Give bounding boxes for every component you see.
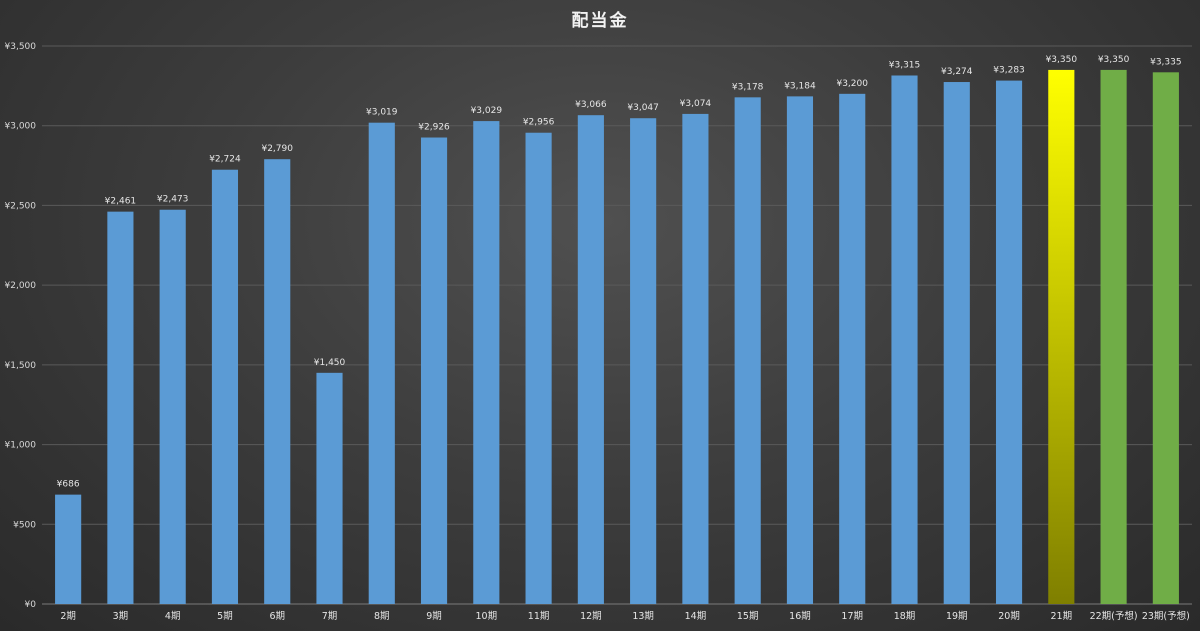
x-tick-label: 23期(予想) [1142,610,1190,622]
x-tick-label: 9期 [426,611,442,622]
y-tick-label: ¥1,500 [5,361,37,371]
bar [891,75,918,605]
bar [682,113,709,605]
bar [839,93,866,604]
bar [1048,69,1075,604]
data-label: ¥3,200 [836,79,868,89]
data-label: ¥2,790 [261,144,293,154]
data-label: ¥3,335 [1150,57,1182,67]
data-label: ¥3,283 [993,66,1025,76]
x-tick-label: 10期 [476,611,498,622]
bar [368,122,395,604]
bar [1100,69,1127,604]
data-label: ¥2,926 [418,123,450,133]
data-label: ¥1,450 [314,358,346,368]
bar [55,494,82,604]
y-tick-label: ¥3,500 [5,42,37,52]
chart-title: 配当金 [571,11,629,31]
bar [995,80,1023,604]
x-tick-label: 6期 [269,611,285,622]
x-tick-label: 18期 [894,611,916,622]
bar [577,115,604,604]
bar [211,169,239,605]
data-label: ¥2,473 [157,195,189,205]
y-tick-label: ¥2,000 [5,281,37,291]
x-tick-label: 19期 [946,611,968,622]
bar [630,118,657,605]
y-tick-label: ¥2,500 [5,201,37,211]
x-tick-label: 7期 [322,611,338,622]
bar [525,132,552,605]
bars [55,69,1179,605]
x-tick-label: 14期 [685,611,707,622]
x-tick-label: 2期 [60,611,76,622]
bar [734,97,761,604]
bar [1152,72,1179,604]
data-label: ¥3,350 [1098,55,1130,65]
x-tick-label: 12期 [580,611,602,622]
data-label: ¥3,178 [732,82,764,92]
y-tick-label: ¥0 [25,600,37,610]
x-tick-label: 22期(予想) [1090,610,1138,622]
bar [316,372,343,604]
bar [159,209,186,604]
data-label: ¥2,461 [105,197,137,207]
y-axis: ¥0 ¥500 ¥1,000 ¥1,500 ¥2,000 ¥2,500 ¥3,000 ¥3,5… [5,42,37,610]
x-tick-label: 3期 [113,611,129,622]
data-label: ¥2,724 [209,155,241,165]
data-label: ¥3,315 [889,60,921,70]
bar [420,137,448,604]
x-tick-label: 11期 [528,611,550,622]
x-tick-label: 4期 [165,611,181,622]
x-tick-label: 13期 [632,611,654,622]
data-label: ¥3,350 [1046,55,1078,65]
x-tick-label: 5期 [217,611,233,622]
data-label: ¥3,029 [471,106,503,116]
data-label: ¥3,047 [627,103,659,113]
x-tick-label: 21期 [1051,611,1073,622]
data-label: ¥3,019 [366,108,398,118]
data-labels: ¥686 ¥2,461 ¥2,473 ¥2,724 ¥2,790 ¥1,450 ¥3,019… [57,55,1182,490]
x-tick-label: 8期 [374,611,390,622]
x-tick-label: 15期 [737,611,759,622]
data-label: ¥3,074 [680,99,712,109]
bar [943,82,970,604]
bar [786,96,814,604]
data-label: ¥3,274 [941,67,973,77]
x-tick-label: 16期 [789,611,811,622]
data-label: ¥3,066 [575,100,607,110]
bar [264,159,291,605]
x-tick-label: 20期 [998,611,1020,622]
x-tick-label: 17期 [841,611,863,622]
bar [473,121,500,605]
y-tick-label: ¥3,000 [5,122,37,132]
data-label: ¥3,184 [784,81,816,91]
y-tick-label: ¥500 [13,520,36,530]
x-axis: 2期 3期 4期 5期 6期 7期 8期 9期 10期 11期 12期 13期 14期 15期 16期 17期… [60,610,1190,622]
data-label: ¥686 [57,480,80,490]
y-tick-label: ¥1,000 [5,441,37,451]
bar [107,211,134,604]
data-label: ¥2,956 [523,118,555,128]
